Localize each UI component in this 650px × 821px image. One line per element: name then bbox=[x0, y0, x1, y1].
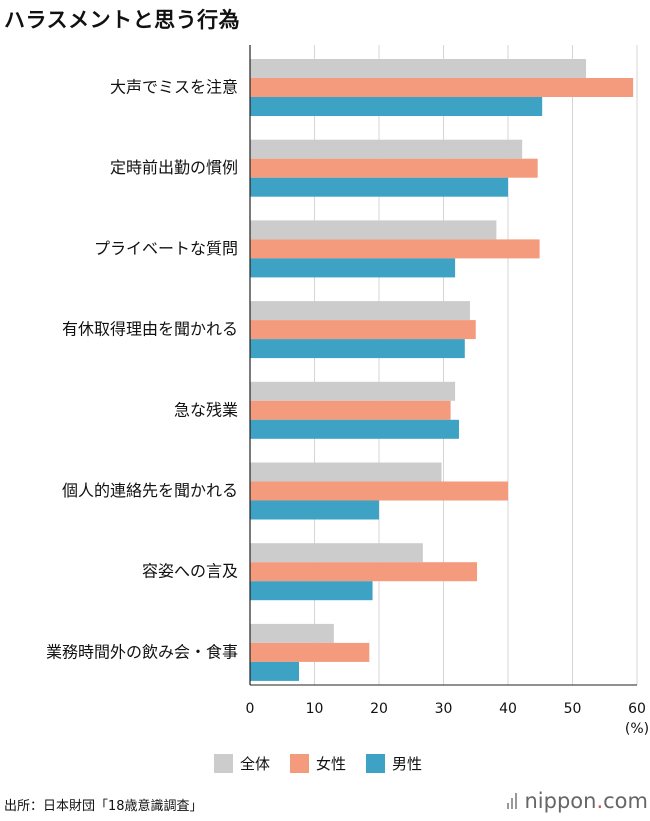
bar-6-0 bbox=[250, 543, 423, 563]
bar-1-0 bbox=[250, 139, 523, 159]
bar-0-0 bbox=[250, 59, 587, 78]
legend-item-male: 男性 bbox=[366, 753, 422, 774]
bar-5-1 bbox=[250, 481, 508, 501]
legend-swatch-female bbox=[290, 754, 310, 773]
bar-5-0 bbox=[250, 462, 442, 482]
brand-dot: . bbox=[596, 789, 604, 813]
legend-item-female: 女性 bbox=[290, 753, 346, 774]
bar-3-2 bbox=[250, 339, 465, 359]
brand-logo: nippon. com bbox=[507, 789, 648, 813]
bar-3-1 bbox=[250, 320, 476, 340]
legend-swatch-all bbox=[214, 754, 233, 773]
category-label-5: 個人的連絡先を聞かれる bbox=[62, 481, 238, 500]
x-tick-label-40: 40 bbox=[499, 701, 517, 717]
bar-2-1 bbox=[250, 239, 540, 259]
bar-6-2 bbox=[250, 581, 373, 601]
legend: 全体 女性 男性 bbox=[214, 753, 442, 774]
bar-chart: 大声でミスを注意定時前出勤の慣例プライベートな質問有休取得理由を聞かれる急な残業… bbox=[46, 45, 649, 737]
category-label-4: 急な残業 bbox=[174, 400, 238, 419]
legend-item-all: 全体 bbox=[214, 753, 270, 774]
x-tick-label-50: 50 bbox=[564, 701, 582, 717]
legend-label-female: 女性 bbox=[316, 755, 347, 773]
bar-4-1 bbox=[250, 400, 451, 420]
legend-swatch-male bbox=[366, 754, 386, 773]
unit-label: (%) bbox=[625, 721, 649, 737]
category-label-0: 大声でミスを注意 bbox=[110, 78, 238, 97]
page-title: ハラスメントと思う行為 bbox=[4, 8, 241, 32]
bar-0-2 bbox=[250, 97, 543, 116]
brand-name: nippon bbox=[524, 789, 597, 813]
category-label-2: プライベートな質問 bbox=[94, 239, 238, 258]
bar-1-2 bbox=[250, 177, 508, 197]
bar-7-0 bbox=[250, 623, 334, 643]
category-label-1: 定時前出勤の慣例 bbox=[110, 158, 238, 177]
bar-7-2 bbox=[250, 661, 300, 681]
bar-6-1 bbox=[250, 562, 478, 582]
bar-7-1 bbox=[250, 642, 370, 662]
bar-4-0 bbox=[250, 381, 456, 401]
legend-label-all: 全体 bbox=[240, 755, 271, 773]
x-tick-label-60: 60 bbox=[628, 701, 646, 717]
x-tick-label-20: 20 bbox=[370, 701, 388, 717]
bar-0-1 bbox=[250, 78, 634, 97]
bar-5-2 bbox=[250, 500, 379, 520]
source-note: 出所：日本財団「18歳意識調査」 bbox=[4, 799, 203, 814]
category-label-7: 業務時間外の飲み会・食事 bbox=[46, 642, 238, 661]
brand-bars-icon bbox=[507, 793, 519, 809]
x-tick-label-10: 10 bbox=[306, 701, 324, 717]
x-tick-label-30: 30 bbox=[435, 701, 453, 717]
legend-label-male: 男性 bbox=[392, 755, 423, 773]
bar-2-0 bbox=[250, 220, 497, 240]
category-label-6: 容姿への言及 bbox=[142, 562, 238, 581]
bar-1-1 bbox=[250, 158, 538, 178]
bar-2-2 bbox=[250, 258, 456, 278]
bar-3-0 bbox=[250, 301, 470, 321]
category-label-3: 有休取得理由を聞かれる bbox=[62, 320, 238, 339]
brand-tld: com bbox=[603, 789, 648, 813]
x-tick-label-0: 0 bbox=[246, 701, 255, 717]
bar-4-2 bbox=[250, 419, 459, 439]
